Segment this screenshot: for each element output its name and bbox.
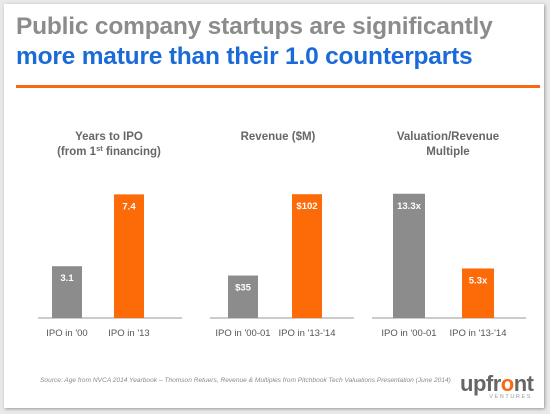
data-label-1-1: 3.1 [60,273,74,284]
bar-3-1 [393,193,425,318]
bar-3-2 [462,268,494,318]
category-label-1-2: IPO in '13 [108,328,149,339]
data-label-3-2: 5.3x [469,275,488,286]
bar-2-1 [228,275,258,318]
bar-1-1 [52,266,82,318]
data-label-3-1: 13.3x [397,201,421,212]
bar-2-2 [292,194,322,318]
slide: Public company startups are significantl… [4,4,544,408]
category-label-2-1: IPO in '00-01 [215,328,270,339]
upfront-logo: upfront VENTURES [460,371,534,401]
title-line-2: more mature than their 1.0 counterparts [16,43,473,70]
category-label-1-1: IPO in '00 [46,328,87,339]
data-label-2-2: $102 [296,201,317,212]
bar-1-2 [114,194,144,318]
category-label-3-2: IPO in '13-'14 [450,328,507,339]
data-label-1-2: 7.4 [122,201,136,212]
category-label-2-2: IPO in '13-'14 [279,328,336,339]
category-label-3-1: IPO in '00-01 [381,328,436,339]
title-line-1: Public company startups are significantl… [16,13,493,40]
chart-title-3: Valuation/Revenue Multiple [397,131,499,158]
source-note: Source: Age from NVCA 2014 Yearbook – Th… [40,377,451,384]
title-divider [16,85,540,88]
chart-title-1: Years to IPO (from 1st financing) [57,131,161,158]
slide-title: Public company startups are significantl… [16,12,536,72]
chart-title-2: Revenue ($M) [241,131,316,143]
data-label-2-1: $35 [235,283,252,294]
